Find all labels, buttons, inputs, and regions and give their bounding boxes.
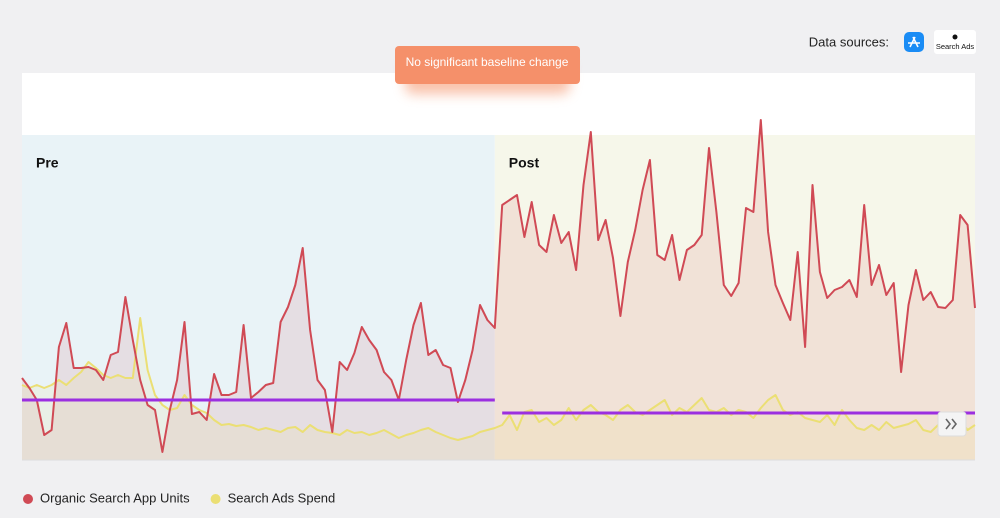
app-store-icon[interactable] xyxy=(904,32,924,52)
data-sources-label: Data sources: xyxy=(809,34,889,49)
series-area xyxy=(22,120,975,460)
legend-swatch xyxy=(210,494,221,504)
legend-label: Organic Search App Units xyxy=(40,490,190,505)
chevrons-icon[interactable] xyxy=(945,418,958,430)
app-store-glyph xyxy=(908,36,920,48)
search-ads-badge[interactable] xyxy=(934,30,976,54)
region xyxy=(22,135,495,460)
series-area xyxy=(22,318,975,460)
region-label: Post xyxy=(509,155,540,171)
series-line xyxy=(21,119,976,453)
region-label: Pre xyxy=(36,155,59,171)
legend-swatch xyxy=(23,494,33,504)
banner xyxy=(395,46,580,84)
search-ads-text: Search Ads xyxy=(936,42,975,51)
scroll-button[interactable] xyxy=(937,411,967,437)
button-frame[interactable] xyxy=(937,411,967,437)
apple-glyph xyxy=(952,34,958,40)
legend-label: Search Ads Spend xyxy=(228,490,336,505)
banner-text: No significant baseline change xyxy=(406,55,569,69)
